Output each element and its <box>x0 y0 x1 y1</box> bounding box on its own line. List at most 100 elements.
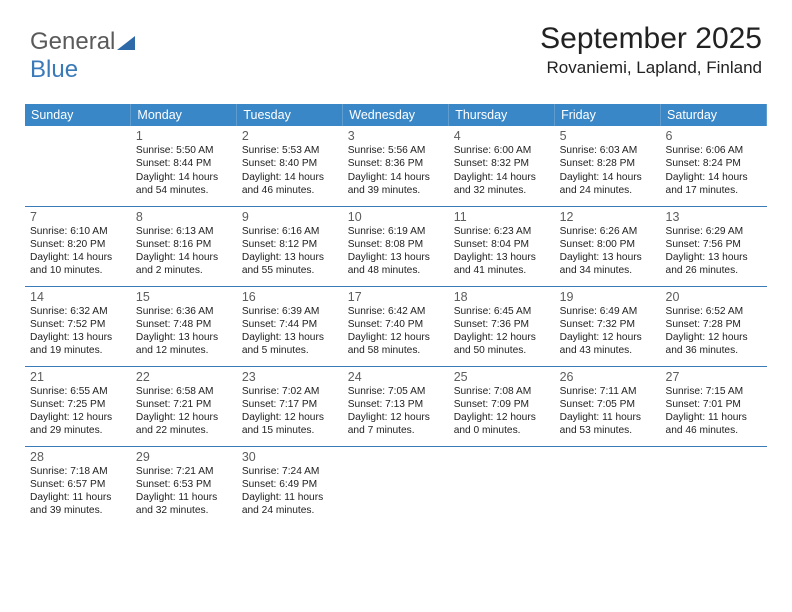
day-details: Sunrise: 6:39 AMSunset: 7:44 PMDaylight:… <box>242 305 338 358</box>
day-details: Sunrise: 6:49 AMSunset: 7:32 PMDaylight:… <box>560 305 656 358</box>
day-number: 4 <box>454 129 550 143</box>
calendar-cell: 11Sunrise: 6:23 AMSunset: 8:04 PMDayligh… <box>449 206 555 286</box>
day-details: Sunrise: 6:42 AMSunset: 7:40 PMDaylight:… <box>348 305 444 358</box>
calendar-table: SundayMondayTuesdayWednesdayThursdayFrid… <box>25 104 767 526</box>
calendar-cell: 14Sunrise: 6:32 AMSunset: 7:52 PMDayligh… <box>25 286 131 366</box>
calendar-cell: 21Sunrise: 6:55 AMSunset: 7:25 PMDayligh… <box>25 366 131 446</box>
dayname-monday: Monday <box>131 104 237 126</box>
day-number: 24 <box>348 370 444 384</box>
calendar-cell: 29Sunrise: 7:21 AMSunset: 6:53 PMDayligh… <box>131 446 237 526</box>
day-number: 29 <box>136 450 232 464</box>
day-number: 25 <box>454 370 550 384</box>
day-number: 20 <box>666 290 762 304</box>
day-number: 3 <box>348 129 444 143</box>
calendar-cell <box>25 126 131 206</box>
day-details: Sunrise: 6:29 AMSunset: 7:56 PMDaylight:… <box>666 225 762 278</box>
day-number: 5 <box>560 129 656 143</box>
calendar-week: 7Sunrise: 6:10 AMSunset: 8:20 PMDaylight… <box>25 206 767 286</box>
calendar-cell: 12Sunrise: 6:26 AMSunset: 8:00 PMDayligh… <box>555 206 661 286</box>
calendar-week: 1Sunrise: 5:50 AMSunset: 8:44 PMDaylight… <box>25 126 767 206</box>
calendar-cell: 2Sunrise: 5:53 AMSunset: 8:40 PMDaylight… <box>237 126 343 206</box>
day-number: 6 <box>666 129 762 143</box>
calendar-cell: 25Sunrise: 7:08 AMSunset: 7:09 PMDayligh… <box>449 366 555 446</box>
day-details: Sunrise: 7:18 AMSunset: 6:57 PMDaylight:… <box>30 465 126 518</box>
calendar-cell: 9Sunrise: 6:16 AMSunset: 8:12 PMDaylight… <box>237 206 343 286</box>
calendar-cell: 15Sunrise: 6:36 AMSunset: 7:48 PMDayligh… <box>131 286 237 366</box>
day-number: 12 <box>560 210 656 224</box>
day-number: 26 <box>560 370 656 384</box>
calendar-cell: 30Sunrise: 7:24 AMSunset: 6:49 PMDayligh… <box>237 446 343 526</box>
day-details: Sunrise: 7:24 AMSunset: 6:49 PMDaylight:… <box>242 465 338 518</box>
day-details: Sunrise: 7:11 AMSunset: 7:05 PMDaylight:… <box>560 385 656 438</box>
calendar-header-row: SundayMondayTuesdayWednesdayThursdayFrid… <box>25 104 767 126</box>
day-number: 7 <box>30 210 126 224</box>
calendar-body: 1Sunrise: 5:50 AMSunset: 8:44 PMDaylight… <box>25 126 767 526</box>
day-details: Sunrise: 7:08 AMSunset: 7:09 PMDaylight:… <box>454 385 550 438</box>
calendar-cell <box>661 446 767 526</box>
calendar-cell: 27Sunrise: 7:15 AMSunset: 7:01 PMDayligh… <box>661 366 767 446</box>
calendar-cell: 26Sunrise: 7:11 AMSunset: 7:05 PMDayligh… <box>555 366 661 446</box>
calendar-cell: 20Sunrise: 6:52 AMSunset: 7:28 PMDayligh… <box>661 286 767 366</box>
calendar-cell: 4Sunrise: 6:00 AMSunset: 8:32 PMDaylight… <box>449 126 555 206</box>
day-number: 16 <box>242 290 338 304</box>
calendar-week: 21Sunrise: 6:55 AMSunset: 7:25 PMDayligh… <box>25 366 767 446</box>
logo-text-2: Blue <box>30 56 78 83</box>
day-number: 19 <box>560 290 656 304</box>
calendar-cell: 17Sunrise: 6:42 AMSunset: 7:40 PMDayligh… <box>343 286 449 366</box>
day-details: Sunrise: 7:05 AMSunset: 7:13 PMDaylight:… <box>348 385 444 438</box>
day-details: Sunrise: 6:16 AMSunset: 8:12 PMDaylight:… <box>242 225 338 278</box>
day-details: Sunrise: 5:50 AMSunset: 8:44 PMDaylight:… <box>136 144 232 197</box>
day-number: 11 <box>454 210 550 224</box>
day-number: 22 <box>136 370 232 384</box>
day-details: Sunrise: 6:06 AMSunset: 8:24 PMDaylight:… <box>666 144 762 197</box>
calendar-cell: 13Sunrise: 6:29 AMSunset: 7:56 PMDayligh… <box>661 206 767 286</box>
day-details: Sunrise: 6:32 AMSunset: 7:52 PMDaylight:… <box>30 305 126 358</box>
day-number: 13 <box>666 210 762 224</box>
day-details: Sunrise: 6:23 AMSunset: 8:04 PMDaylight:… <box>454 225 550 278</box>
calendar-cell: 7Sunrise: 6:10 AMSunset: 8:20 PMDaylight… <box>25 206 131 286</box>
calendar-week: 28Sunrise: 7:18 AMSunset: 6:57 PMDayligh… <box>25 446 767 526</box>
calendar-cell: 22Sunrise: 6:58 AMSunset: 7:21 PMDayligh… <box>131 366 237 446</box>
logo-triangle-icon <box>117 36 135 50</box>
calendar-cell: 18Sunrise: 6:45 AMSunset: 7:36 PMDayligh… <box>449 286 555 366</box>
day-details: Sunrise: 6:52 AMSunset: 7:28 PMDaylight:… <box>666 305 762 358</box>
day-details: Sunrise: 5:53 AMSunset: 8:40 PMDaylight:… <box>242 144 338 197</box>
day-number: 9 <box>242 210 338 224</box>
day-details: Sunrise: 6:03 AMSunset: 8:28 PMDaylight:… <box>560 144 656 197</box>
calendar-cell: 16Sunrise: 6:39 AMSunset: 7:44 PMDayligh… <box>237 286 343 366</box>
day-number: 30 <box>242 450 338 464</box>
day-details: Sunrise: 6:00 AMSunset: 8:32 PMDaylight:… <box>454 144 550 197</box>
calendar-cell: 8Sunrise: 6:13 AMSunset: 8:16 PMDaylight… <box>131 206 237 286</box>
day-number: 28 <box>30 450 126 464</box>
dayname-sunday: Sunday <box>25 104 131 126</box>
calendar-cell <box>343 446 449 526</box>
day-details: Sunrise: 6:58 AMSunset: 7:21 PMDaylight:… <box>136 385 232 438</box>
calendar-cell: 28Sunrise: 7:18 AMSunset: 6:57 PMDayligh… <box>25 446 131 526</box>
day-details: Sunrise: 7:02 AMSunset: 7:17 PMDaylight:… <box>242 385 338 438</box>
day-number: 8 <box>136 210 232 224</box>
title-block: September 2025 Rovaniemi, Lapland, Finla… <box>540 22 762 78</box>
day-number: 10 <box>348 210 444 224</box>
day-number: 15 <box>136 290 232 304</box>
dayname-tuesday: Tuesday <box>237 104 343 126</box>
day-number: 14 <box>30 290 126 304</box>
day-number: 23 <box>242 370 338 384</box>
day-number: 21 <box>30 370 126 384</box>
day-details: Sunrise: 7:15 AMSunset: 7:01 PMDaylight:… <box>666 385 762 438</box>
calendar-cell: 10Sunrise: 6:19 AMSunset: 8:08 PMDayligh… <box>343 206 449 286</box>
day-details: Sunrise: 6:19 AMSunset: 8:08 PMDaylight:… <box>348 225 444 278</box>
calendar-cell: 3Sunrise: 5:56 AMSunset: 8:36 PMDaylight… <box>343 126 449 206</box>
day-details: Sunrise: 6:45 AMSunset: 7:36 PMDaylight:… <box>454 305 550 358</box>
day-details: Sunrise: 5:56 AMSunset: 8:36 PMDaylight:… <box>348 144 444 197</box>
day-number: 17 <box>348 290 444 304</box>
day-details: Sunrise: 6:36 AMSunset: 7:48 PMDaylight:… <box>136 305 232 358</box>
calendar-cell: 23Sunrise: 7:02 AMSunset: 7:17 PMDayligh… <box>237 366 343 446</box>
dayname-thursday: Thursday <box>449 104 555 126</box>
calendar-cell <box>555 446 661 526</box>
calendar-cell: 24Sunrise: 7:05 AMSunset: 7:13 PMDayligh… <box>343 366 449 446</box>
day-details: Sunrise: 6:10 AMSunset: 8:20 PMDaylight:… <box>30 225 126 278</box>
calendar-cell: 1Sunrise: 5:50 AMSunset: 8:44 PMDaylight… <box>131 126 237 206</box>
calendar-cell: 5Sunrise: 6:03 AMSunset: 8:28 PMDaylight… <box>555 126 661 206</box>
day-details: Sunrise: 6:13 AMSunset: 8:16 PMDaylight:… <box>136 225 232 278</box>
calendar-cell <box>449 446 555 526</box>
